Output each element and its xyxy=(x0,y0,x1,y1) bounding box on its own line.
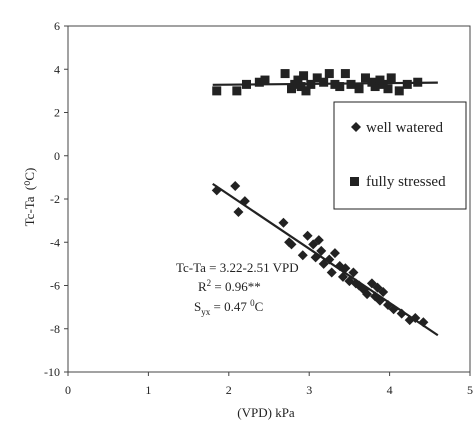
point-well-watered xyxy=(418,317,429,328)
point-well-watered xyxy=(329,248,340,259)
regression-annotation: Tc-Ta = 3.22-2.51 VPD R2 = 0.96** Syx = … xyxy=(176,260,299,317)
legend: well watered fully stressed xyxy=(333,101,467,210)
point-fully-stressed xyxy=(354,84,364,94)
point-well-watered xyxy=(348,267,359,278)
legend-marker-fully-stressed xyxy=(350,177,359,186)
point-well-watered xyxy=(230,181,241,192)
point-well-watered xyxy=(337,271,348,282)
point-well-watered xyxy=(310,252,321,263)
point-fully-stressed xyxy=(260,75,270,85)
x-tick-label: 1 xyxy=(145,383,151,397)
point-well-watered xyxy=(326,267,337,278)
y-tick-label: -2 xyxy=(50,192,60,206)
point-fully-stressed xyxy=(324,69,334,79)
point-fully-stressed xyxy=(212,86,222,96)
x-tick-label: 3 xyxy=(306,383,312,397)
syx-prefix: S xyxy=(194,299,201,314)
legend-label-well-watered: well watered xyxy=(366,120,444,136)
y-axis-label-unit: (⁰C) xyxy=(22,168,37,191)
point-fully-stressed xyxy=(413,77,423,87)
x-tick-label: 4 xyxy=(387,383,393,397)
point-fully-stressed xyxy=(346,79,356,89)
point-fully-stressed xyxy=(383,84,393,94)
point-fully-stressed xyxy=(370,82,380,92)
legend-label-fully-stressed: fully stressed xyxy=(366,174,446,190)
syx-value: = 0.47 xyxy=(210,299,250,314)
point-well-watered xyxy=(378,286,389,297)
r-squared: R2 = 0.96** xyxy=(198,278,261,294)
point-well-watered xyxy=(396,308,407,319)
r2-sup: 2 xyxy=(207,278,212,288)
point-fully-stressed xyxy=(241,79,251,89)
point-well-watered xyxy=(286,239,297,250)
point-well-watered xyxy=(324,254,335,265)
point-fully-stressed xyxy=(232,86,242,96)
point-fully-stressed xyxy=(254,77,264,87)
point-fully-stressed xyxy=(360,73,370,83)
y-tick-label: 4 xyxy=(54,62,60,76)
axes-layer: -10 -8 -6 -4 -2 0 2 4 6 0 1 2 3 4 5 xyxy=(44,19,473,397)
point-well-watered xyxy=(340,263,351,274)
point-fully-stressed xyxy=(378,79,388,89)
point-fully-stressed xyxy=(299,71,309,81)
point-fully-stressed xyxy=(394,86,404,96)
x-tick-label: 5 xyxy=(467,383,473,397)
point-well-watered xyxy=(302,230,313,241)
point-fully-stressed xyxy=(319,77,329,87)
point-fully-stressed xyxy=(293,75,303,85)
y-tick-label: -6 xyxy=(50,279,60,293)
point-well-watered xyxy=(211,185,222,196)
point-fully-stressed xyxy=(312,73,322,83)
point-well-watered xyxy=(374,295,385,306)
y-axis-label-main: Tc-Ta xyxy=(22,196,37,226)
point-fully-stressed xyxy=(301,86,311,96)
y-tick-label: 2 xyxy=(54,106,60,120)
y-tick-label: -4 xyxy=(50,235,60,249)
x-axis-label: (VPD) kPa xyxy=(237,405,295,420)
r2-prefix: R xyxy=(198,279,207,294)
point-well-watered xyxy=(316,245,327,256)
point-well-watered xyxy=(278,217,289,228)
r2-value: = 0.96** xyxy=(211,279,261,294)
point-fully-stressed xyxy=(402,79,412,89)
point-well-watered xyxy=(233,206,244,217)
point-fully-stressed xyxy=(296,82,306,92)
syx-unit: C xyxy=(255,299,264,314)
point-well-watered xyxy=(410,312,421,323)
y-tick-label: 0 xyxy=(54,149,60,163)
syx-sup: 0 xyxy=(250,298,255,308)
point-fully-stressed xyxy=(280,69,290,79)
y-tick-label: -8 xyxy=(50,322,60,336)
x-tick-label: 2 xyxy=(226,383,232,397)
standard-error: Syx = 0.47 0C xyxy=(194,298,263,317)
regression-equation: Tc-Ta = 3.22-2.51 VPD xyxy=(176,260,299,275)
point-fully-stressed xyxy=(306,79,316,89)
point-well-watered xyxy=(239,196,250,207)
point-well-watered xyxy=(388,304,399,315)
point-fully-stressed xyxy=(340,69,350,79)
data-points xyxy=(211,69,429,328)
point-well-watered xyxy=(297,250,308,261)
legend-marker-well-watered xyxy=(351,122,361,132)
y-tick-label: 6 xyxy=(54,19,60,33)
y-axis-label: Tc-Ta (⁰C) xyxy=(22,168,37,227)
x-tick-label: 0 xyxy=(65,383,71,397)
legend-box xyxy=(333,101,467,210)
y-tick-label: -10 xyxy=(44,365,60,379)
point-fully-stressed xyxy=(330,79,340,89)
point-well-watered xyxy=(362,289,373,300)
point-well-watered xyxy=(313,235,324,246)
point-fully-stressed xyxy=(386,73,396,83)
point-fully-stressed xyxy=(335,82,345,92)
syx-sub: yx xyxy=(201,307,211,317)
